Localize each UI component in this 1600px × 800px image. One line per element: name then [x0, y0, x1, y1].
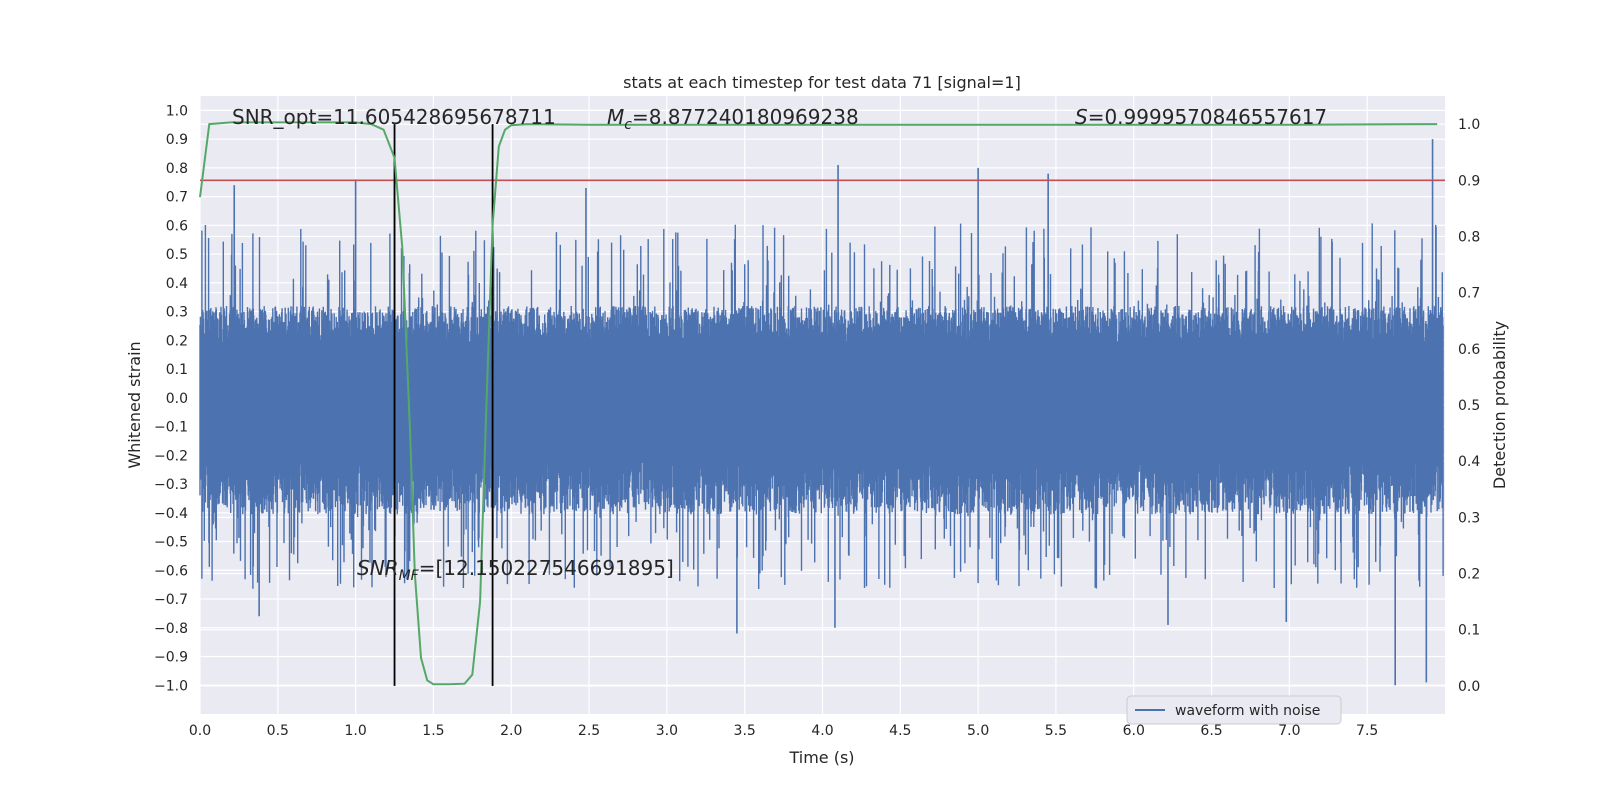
x-tick-label: 7.0: [1278, 723, 1300, 739]
y2-axis-label: Detection probability: [1490, 321, 1509, 489]
y2-tick-label: 0.4: [1458, 454, 1480, 470]
x-tick-label: 4.0: [811, 723, 833, 739]
y2-tick-label: 0.5: [1458, 398, 1480, 414]
y-tick-label: −0.3: [154, 477, 188, 493]
x-tick-label: 6.5: [1200, 723, 1222, 739]
y-tick-label: −0.7: [154, 592, 188, 608]
y-axis-label: Whitened strain: [125, 341, 144, 468]
stat-value: =0.9999570846557617: [1088, 105, 1327, 129]
x-tick-label: 5.0: [967, 723, 989, 739]
y2-tick-label: 0.9: [1458, 173, 1480, 189]
legend-box: [1126, 695, 1342, 725]
legend: waveform with noise: [1126, 695, 1342, 725]
y-tick-label: 0.9: [166, 132, 188, 148]
y-tick-label: 0.1: [166, 362, 188, 378]
y-tick-label: −0.5: [154, 535, 188, 551]
x-tick-label: 1.5: [422, 723, 444, 739]
chirp-mass-value: =8.877240180969238: [632, 105, 859, 129]
y-tick-label: −0.8: [154, 621, 188, 637]
x-tick-label: 0.5: [267, 723, 289, 739]
legend-label: waveform with noise: [1175, 703, 1320, 719]
y-tick-label: 0.7: [166, 190, 188, 206]
y2-tick-label: 0.6: [1458, 342, 1480, 358]
chart-title: stats at each timestep for test data 71 …: [623, 73, 1021, 92]
snr-mf-value: =[12.150227546691895]: [419, 556, 674, 580]
y-tick-label: 0.4: [166, 276, 188, 292]
y-tick-label: −0.2: [154, 448, 188, 464]
x-tick-labels: 0.0 0.5 1.0 1.5 2.0 2.5 3.0 3.5 4.0 4.5 5.0 5.5 6.0 6…: [189, 723, 1378, 739]
x-axis-label: Time (s): [788, 748, 854, 767]
snr-mf-subscript: MF: [399, 568, 420, 584]
y-tick-label: 0.6: [166, 218, 188, 234]
y-tick-label: 0.2: [166, 333, 188, 349]
detection-probability-series: [199, 121, 1438, 686]
y2-tick-label: 1.0: [1458, 117, 1480, 133]
y-tick-labels: 1.0 0.9 0.8 0.7 0.6 0.5 0.4 0.3 0.2 0.1 0.0 −0.1 −0.…: [154, 103, 188, 694]
x-tick-label: 3.0: [656, 723, 678, 739]
y2-tick-label: 0.8: [1458, 229, 1480, 245]
y-tick-label: −0.4: [154, 506, 188, 522]
y2-tick-label: 0.1: [1458, 623, 1480, 639]
x-tick-label: 3.5: [734, 723, 756, 739]
x-tick-label: 2.0: [500, 723, 522, 739]
chirp-mass-symbol: M: [607, 105, 624, 129]
chirp-mass-subscript: c: [624, 117, 632, 133]
y2-tick-label: 0.0: [1458, 679, 1480, 695]
annotation-chirp-mass: Mc=8.877240180969238: [607, 105, 859, 133]
waveform-trace: [199, 223, 1444, 589]
y-tick-label: 1.0: [166, 103, 188, 119]
y2-tick-label: 0.2: [1458, 567, 1480, 583]
y-tick-label: −0.9: [154, 650, 188, 666]
y-tick-label: 0.0: [166, 391, 188, 407]
annotation-snr-mf: SNRMF=[12.150227546691895]: [357, 556, 674, 584]
x-tick-label: 1.0: [344, 723, 366, 739]
y-tick-label: 0.8: [166, 161, 188, 177]
y2-tick-labels: 1.0 0.9 0.8 0.7 0.6 0.5 0.4 0.3 0.2 0.1 0.0: [1458, 117, 1480, 695]
annotation-stat: S=0.9999570846557617: [1075, 105, 1327, 129]
x-tick-label: 6.0: [1123, 723, 1145, 739]
x-tick-label: 7.5: [1356, 723, 1378, 739]
y2-tick-label: 0.3: [1458, 510, 1480, 526]
y-tick-label: 0.5: [166, 247, 188, 263]
y2-tick-label: 0.7: [1458, 286, 1480, 302]
x-tick-label: 2.5: [578, 723, 600, 739]
probability-line: [199, 121, 1438, 686]
x-tick-label: 0.0: [189, 723, 211, 739]
annotation-snr-opt: SNR_opt=11.605428695678711: [232, 105, 556, 129]
y-tick-label: −0.6: [154, 563, 188, 579]
stat-symbol: S: [1075, 105, 1088, 129]
x-tick-label: 4.5: [889, 723, 911, 739]
y-tick-label: −1.0: [154, 678, 188, 694]
snr-mf-symbol: SNR: [357, 556, 399, 580]
y-tick-label: −0.1: [154, 420, 188, 436]
y-tick-label: 0.3: [166, 305, 188, 321]
x-tick-label: 5.5: [1045, 723, 1067, 739]
